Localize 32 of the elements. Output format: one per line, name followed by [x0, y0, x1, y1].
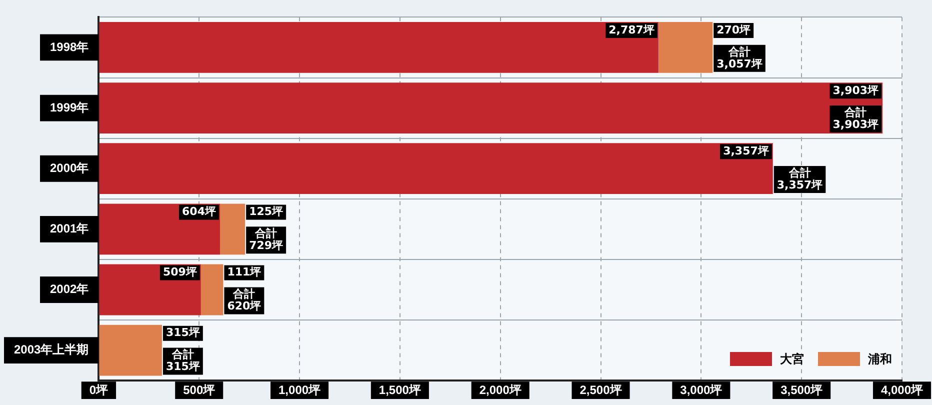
y-tick-label: 2002年: [50, 282, 89, 296]
data-label: 111坪: [227, 266, 262, 279]
data-label: 315坪: [166, 326, 200, 340]
data-label: 270坪: [716, 23, 751, 36]
total-label: 合計 3,357坪: [776, 166, 823, 192]
x-tick-label: 3,500坪: [780, 383, 823, 398]
data-label: 2,787坪: [608, 23, 654, 36]
y-tick-label: 1999年: [50, 100, 89, 114]
x-tick-label: 1,500坪: [378, 383, 421, 398]
total-label: 合計 620坪: [227, 288, 262, 313]
data-label: 604坪: [182, 205, 216, 218]
total-label: 合計 3,057坪: [716, 45, 762, 70]
y-tick-label: 1998年: [50, 40, 89, 54]
x-tick-label: 500坪: [183, 383, 216, 398]
legend-label: 浦和: [868, 350, 892, 368]
total-label: 合計 729坪: [249, 226, 284, 252]
data-label: 125坪: [249, 205, 284, 218]
x-tick-label: 1,000坪: [278, 383, 321, 398]
data-label: 3,357坪: [723, 144, 769, 158]
x-tick-label: 2,500坪: [580, 383, 622, 398]
x-tick-label: 2,000坪: [479, 383, 522, 398]
y-tick-label: 2001年: [50, 221, 89, 236]
total-label: 合計 3,903坪: [832, 106, 879, 131]
y-tick-label: 2003年上半期: [14, 342, 89, 357]
x-tick-label: 3,000坪: [680, 383, 722, 398]
x-tick-label: 0坪: [89, 383, 108, 398]
total-label: 合計 315坪: [166, 348, 200, 374]
data-label: 509坪: [162, 266, 197, 279]
legend-label: 大宮: [780, 350, 804, 368]
x-tick-label: 4,000坪: [880, 383, 924, 398]
y-tick-label: 2000年: [50, 160, 89, 175]
data-label: 3,903坪: [832, 84, 879, 97]
